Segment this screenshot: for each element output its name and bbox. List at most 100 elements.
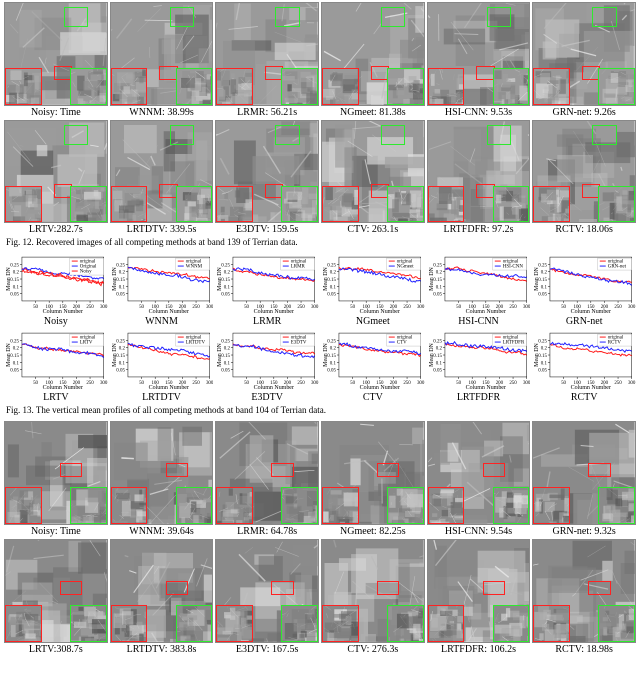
result-thumbnail xyxy=(427,120,531,224)
profile-chart-cell: 501001502002503000.050.10.150.20.25Colum… xyxy=(215,253,319,327)
svg-text:250: 250 xyxy=(86,305,94,310)
roi-green-box xyxy=(275,125,299,145)
svg-text:0.05: 0.05 xyxy=(10,369,19,374)
profile-chart-cell: 501001502002503000.050.10.150.20.25Colum… xyxy=(215,329,319,403)
inset-red xyxy=(533,186,570,223)
roi-red-box xyxy=(483,581,505,595)
result-label: LRTFDFR: 97.2s xyxy=(444,223,514,235)
profile-chart-cell: 501001502002503000.050.10.150.20.25Colum… xyxy=(4,253,108,327)
svg-text:300: 300 xyxy=(100,381,108,386)
svg-text:0.1: 0.1 xyxy=(118,362,125,367)
svg-text:0.1: 0.1 xyxy=(13,362,20,367)
svg-text:0.2: 0.2 xyxy=(541,271,548,276)
svg-text:0.2: 0.2 xyxy=(224,271,231,276)
profile-chart: 501001502002503000.050.10.150.20.25Colum… xyxy=(4,329,108,391)
profile-chart-cell: 501001502002503000.050.10.150.20.25Colum… xyxy=(532,253,636,327)
inset-green xyxy=(281,487,318,524)
svg-text:250: 250 xyxy=(509,381,517,386)
roi-red-box xyxy=(60,581,82,595)
profile-chart: 501001502002503000.050.10.150.20.25Colum… xyxy=(321,329,425,391)
svg-text:250: 250 xyxy=(192,381,200,386)
svg-text:0.1: 0.1 xyxy=(541,286,548,291)
result-label: E3DTV: 159.5s xyxy=(236,223,299,235)
result-thumbnail xyxy=(427,421,531,525)
result-thumbnail xyxy=(215,421,319,525)
svg-text:0.05: 0.05 xyxy=(539,369,548,374)
fig13-caption: Fig. 13. The vertical mean profiles of a… xyxy=(0,403,640,419)
roi-green-box xyxy=(381,7,405,27)
svg-text:Mean DN: Mean DN xyxy=(6,267,12,291)
svg-text:WNNM: WNNM xyxy=(185,265,202,270)
roi-green-box xyxy=(592,125,616,145)
roi-red-box xyxy=(483,463,505,477)
result-cell: WNNM: 38.99s xyxy=(110,2,214,118)
svg-text:0.1: 0.1 xyxy=(541,362,548,367)
svg-text:Column Number: Column Number xyxy=(360,309,400,315)
svg-text:Mean DN: Mean DN xyxy=(217,343,223,367)
result-label: Noisy: Time xyxy=(31,106,81,118)
inset-green xyxy=(387,68,424,105)
fig13-chart-row-1: 501001502002503000.050.10.150.20.25Colum… xyxy=(0,251,640,327)
result-cell: LRTFDFR: 106.2s xyxy=(427,539,531,655)
result-label: CTV: 276.3s xyxy=(347,643,398,655)
svg-text:50: 50 xyxy=(350,305,355,310)
svg-text:250: 250 xyxy=(615,381,623,386)
svg-text:0.2: 0.2 xyxy=(224,347,231,352)
svg-text:HSI-CNN: HSI-CNN xyxy=(502,265,523,270)
profile-chart-label: WNNM xyxy=(145,315,178,327)
result-cell: LRTDTV: 383.8s xyxy=(110,539,214,655)
profile-chart: 501001502002503000.050.10.150.20.25Colum… xyxy=(532,253,636,315)
profile-chart: 501001502002503000.050.10.150.20.25Colum… xyxy=(215,253,319,315)
profile-chart: 501001502002503000.050.10.150.20.25Colum… xyxy=(427,329,531,391)
result-cell: LRTFDFR: 97.2s xyxy=(427,120,531,236)
svg-text:Mean DN: Mean DN xyxy=(429,343,435,367)
profile-chart-cell: 501001502002503000.050.10.150.20.25Colum… xyxy=(110,329,214,403)
inset-red xyxy=(5,487,42,524)
roi-red-box xyxy=(588,581,610,595)
result-cell: Noisy: Time xyxy=(4,2,108,118)
result-label: CTV: 263.1s xyxy=(347,223,398,235)
result-cell: LRTV:308.7s xyxy=(4,539,108,655)
svg-text:0.2: 0.2 xyxy=(118,271,125,276)
profile-chart-label: LRTDTV xyxy=(142,391,181,403)
profile-chart-cell: 501001502002503000.050.10.150.20.25Colum… xyxy=(110,253,214,327)
inset-green xyxy=(70,605,107,642)
roi-green-box xyxy=(381,125,405,145)
svg-text:0.1: 0.1 xyxy=(13,286,20,291)
svg-text:300: 300 xyxy=(628,305,636,310)
inset-green xyxy=(598,487,635,524)
svg-text:0.05: 0.05 xyxy=(116,369,125,374)
result-thumbnail xyxy=(532,421,636,525)
inset-red xyxy=(428,68,465,105)
inset-red xyxy=(533,68,570,105)
result-label: WNNM: 38.99s xyxy=(129,106,193,118)
inset-green xyxy=(598,68,635,105)
result-thumbnail xyxy=(110,539,214,643)
profile-chart-label: HSI-CNN xyxy=(458,315,499,327)
profile-chart: 501001502002503000.050.10.150.20.25Colum… xyxy=(427,253,531,315)
svg-text:0.1: 0.1 xyxy=(330,362,337,367)
result-cell: HSI-CNN: 9.53s xyxy=(427,2,531,118)
inset-red xyxy=(5,605,42,642)
fig13-chart-row-2: 501001502002503000.050.10.150.20.25Colum… xyxy=(0,327,640,403)
svg-text:50: 50 xyxy=(561,305,566,310)
svg-text:Column Number: Column Number xyxy=(254,309,294,315)
svg-text:LRTDTV: LRTDTV xyxy=(185,341,205,346)
svg-text:0.2: 0.2 xyxy=(330,347,337,352)
svg-text:250: 250 xyxy=(509,305,517,310)
result-thumbnail xyxy=(321,2,425,106)
result-label: LRTV:282.7s xyxy=(29,223,83,235)
svg-text:LRMR: LRMR xyxy=(291,265,306,270)
result-label: LRTDTV: 383.8s xyxy=(127,643,197,655)
result-thumbnail xyxy=(321,421,425,525)
svg-text:300: 300 xyxy=(311,381,319,386)
svg-text:50: 50 xyxy=(456,381,461,386)
svg-text:Column Number: Column Number xyxy=(571,385,611,391)
profile-chart-label: E3DTV xyxy=(251,391,283,403)
svg-text:50: 50 xyxy=(139,305,144,310)
profile-chart-label: GRN-net xyxy=(566,315,603,327)
result-thumbnail xyxy=(532,2,636,106)
svg-text:250: 250 xyxy=(298,381,306,386)
profile-chart-cell: 501001502002503000.050.10.150.20.25Colum… xyxy=(321,253,425,327)
inset-red xyxy=(5,68,42,105)
